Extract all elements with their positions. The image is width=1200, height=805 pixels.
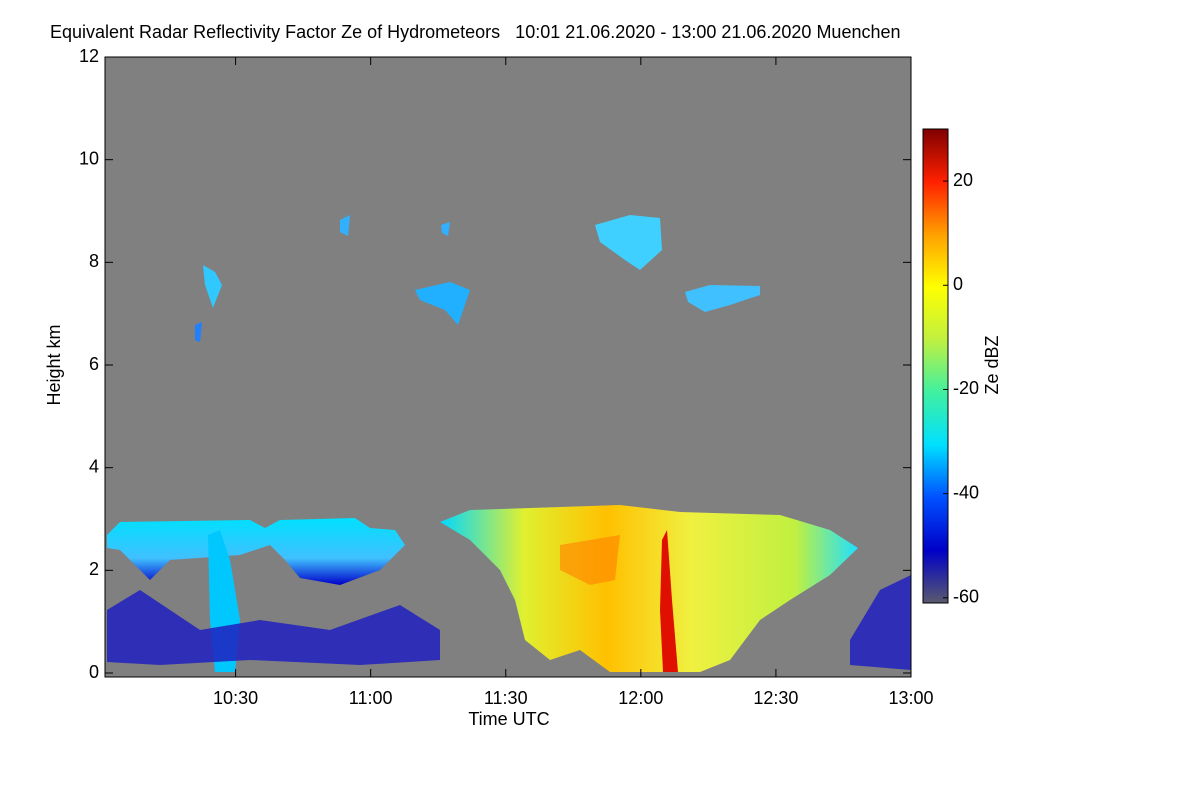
x-tick-label: 12:30 (753, 688, 798, 708)
noise (107, 590, 440, 665)
cloud (107, 518, 405, 585)
colorbar-tick-label: 20 (953, 170, 973, 190)
cloud (203, 265, 222, 308)
x-tick-label: 11:00 (349, 688, 393, 708)
cloud (595, 215, 662, 270)
cloud (560, 535, 620, 585)
y-tick-label: 6 (89, 354, 99, 374)
x-tick-label: 10:30 (213, 688, 258, 708)
colorbar-tick-label: -40 (953, 482, 979, 502)
cloud (440, 505, 858, 672)
y-tick-label: 2 (89, 559, 99, 579)
x-tick-label: 11:30 (484, 688, 528, 708)
colorbar-tick-label: -60 (953, 587, 979, 607)
colorbar-tick-label: 0 (953, 274, 963, 294)
y-tick-label: 4 (89, 456, 99, 476)
x-tick-label: 13:00 (888, 688, 933, 708)
noise (850, 575, 911, 670)
colorbar-tick-label: -20 (953, 378, 979, 398)
chart-title: Equivalent Radar Reflectivity Factor Ze … (50, 22, 901, 42)
cloud (415, 282, 470, 325)
y-tick-label: 0 (89, 662, 99, 682)
x-tick-label: 12:00 (618, 688, 663, 708)
y-tick-label: 8 (89, 251, 99, 271)
x-axis-label: Time UTC (468, 709, 549, 729)
cloud (195, 322, 202, 342)
cloud (340, 215, 350, 236)
colorbar (922, 128, 949, 604)
y-tick-label: 12 (79, 46, 99, 66)
reflectivity-field (107, 215, 911, 672)
plot-frame (104, 56, 912, 678)
colorbar-label: Ze dBZ (982, 335, 1002, 394)
y-axis-label: Height km (44, 324, 64, 405)
cloud (685, 285, 760, 312)
y-tick-label: 10 (79, 148, 99, 168)
cloud (441, 222, 450, 236)
cloud (660, 530, 678, 672)
